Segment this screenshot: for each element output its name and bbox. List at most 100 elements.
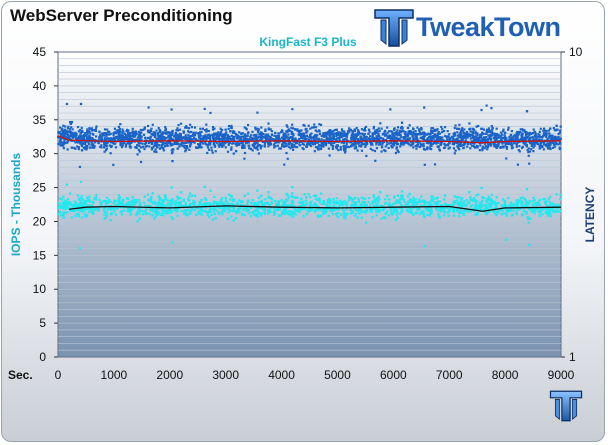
scatter-point xyxy=(362,129,365,132)
scatter-point xyxy=(548,132,551,135)
scatter-point xyxy=(213,145,216,148)
scatter-point xyxy=(184,148,187,152)
scatter-point xyxy=(80,144,84,148)
scatter-point xyxy=(422,137,425,140)
scatter-point xyxy=(196,132,199,135)
scatter-point xyxy=(354,141,358,144)
scatter-point xyxy=(517,132,521,135)
scatter-point xyxy=(430,144,433,147)
scatter-point xyxy=(371,202,374,205)
x-axis-label: Sec. xyxy=(8,368,33,382)
scatter-point xyxy=(220,128,224,132)
scatter-point xyxy=(123,132,126,136)
scatter-point xyxy=(474,135,478,138)
scatter-point xyxy=(105,147,108,150)
scatter-point xyxy=(393,136,396,140)
scatter-point xyxy=(525,145,528,148)
scatter-point xyxy=(169,135,172,138)
scatter-point xyxy=(501,142,504,145)
scatter-point xyxy=(123,136,126,139)
scatter-point xyxy=(306,130,309,133)
scatter-point xyxy=(519,199,522,202)
scatter-point xyxy=(439,137,443,140)
scatter-point xyxy=(254,136,257,139)
scatter-point xyxy=(112,134,115,137)
scatter-point xyxy=(475,144,479,148)
scatter-point xyxy=(340,133,343,137)
scatter-point xyxy=(443,142,446,146)
scatter-point xyxy=(291,143,294,146)
scatter-point xyxy=(329,209,332,212)
scatter-point xyxy=(401,141,404,144)
scatter-point xyxy=(483,147,486,150)
scatter-point xyxy=(390,130,394,133)
scatter-point xyxy=(528,137,531,140)
scatter-point xyxy=(226,134,229,137)
scatter-point xyxy=(251,138,254,141)
scatter-point xyxy=(538,147,541,150)
scatter-point xyxy=(511,205,514,208)
scatter-point xyxy=(459,135,462,138)
scatter-point xyxy=(440,139,443,142)
scatter-point xyxy=(324,135,327,138)
scatter-point xyxy=(263,145,266,148)
scatter-point xyxy=(490,125,494,128)
scatter-point xyxy=(274,141,277,145)
scatter-point xyxy=(213,132,216,135)
scatter-point xyxy=(249,139,253,142)
scatter-point xyxy=(325,133,328,136)
scatter-point xyxy=(151,146,154,149)
scatter-point xyxy=(59,142,62,146)
scatter-point xyxy=(558,146,561,149)
scatter-point xyxy=(329,131,333,134)
scatter-point xyxy=(361,143,365,146)
scatter-point xyxy=(415,136,418,140)
scatter-point xyxy=(270,138,273,141)
scatter-point xyxy=(277,141,280,144)
scatter-point xyxy=(459,136,462,139)
scatter-point xyxy=(84,147,87,151)
scatter-point xyxy=(77,130,80,133)
scatter-point xyxy=(305,143,309,146)
scatter-point xyxy=(485,104,488,107)
scatter-point xyxy=(438,149,442,152)
scatter-point xyxy=(256,144,260,147)
scatter-point xyxy=(396,149,399,152)
scatter-point xyxy=(314,146,318,149)
scatter-point xyxy=(174,133,177,136)
scatter-point xyxy=(426,141,429,144)
scatter-point xyxy=(418,130,421,133)
scatter-point xyxy=(84,131,87,135)
scatter-point xyxy=(408,129,412,133)
scatter-point xyxy=(84,140,87,143)
scatter-point xyxy=(112,132,115,135)
scatter-point xyxy=(388,135,391,138)
scatter-point xyxy=(373,132,377,135)
scatter-point xyxy=(186,147,189,150)
scatter-point xyxy=(364,129,367,132)
scatter-point xyxy=(220,133,224,136)
scatter-point xyxy=(553,145,556,148)
scatter-point xyxy=(88,130,91,133)
scatter-point xyxy=(222,134,225,137)
scatter-point xyxy=(121,136,124,139)
scatter-point xyxy=(381,133,384,136)
scatter-point xyxy=(453,202,456,206)
scatter-point xyxy=(211,133,214,137)
scatter-point xyxy=(453,132,456,135)
scatter-point xyxy=(68,136,71,140)
scatter-point xyxy=(444,134,447,138)
scatter-point xyxy=(478,149,481,152)
scatter-point xyxy=(303,134,306,138)
scatter-point xyxy=(209,143,212,146)
scatter-point xyxy=(157,144,161,147)
scatter-point xyxy=(104,137,107,140)
scatter-point xyxy=(117,136,120,140)
scatter-point xyxy=(529,142,532,145)
scatter-point xyxy=(467,132,470,136)
scatter-point xyxy=(57,142,60,146)
scatter-point xyxy=(113,136,116,139)
scatter-point xyxy=(105,144,108,148)
scatter-point xyxy=(484,136,487,139)
scatter-point xyxy=(80,142,83,146)
